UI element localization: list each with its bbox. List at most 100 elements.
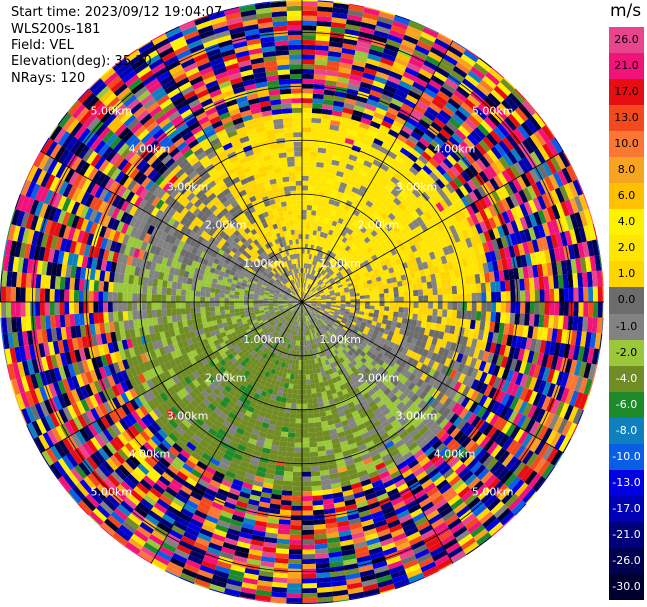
velocity-gate: [572, 243, 581, 259]
velocity-gate: [313, 255, 317, 261]
velocity-gate: [294, 442, 302, 448]
velocity-gate: [302, 39, 316, 46]
velocity-gate: [431, 280, 438, 289]
velocity-gate: [377, 237, 385, 245]
velocity-gate: [459, 451, 472, 464]
velocity-gate: [348, 78, 362, 87]
velocity-gate: [366, 240, 374, 248]
velocity-gate: [309, 441, 318, 448]
velocity-gate: [413, 466, 425, 478]
velocity-gate: [487, 331, 494, 343]
velocity-gate: [546, 447, 559, 464]
velocity-gate: [302, 214, 307, 220]
velocity-gate: [322, 314, 328, 318]
velocity-gate: [400, 75, 415, 86]
velocity-gate: [472, 403, 483, 416]
velocity-gate: [277, 411, 285, 418]
velocity-gate: [309, 151, 318, 158]
velocity-gate: [94, 434, 106, 448]
velocity-gate: [376, 574, 392, 584]
velocity-gate: [142, 475, 156, 487]
velocity-gate: [302, 54, 315, 60]
velocity-gate: [253, 525, 267, 533]
velocity-gate: [369, 260, 376, 267]
velocity-gate: [315, 255, 320, 262]
velocity-gate: [281, 490, 293, 496]
velocity-gate: [369, 120, 381, 130]
velocity-gate: [314, 176, 322, 183]
velocity-gate: [537, 127, 551, 144]
velocity-gate: [393, 306, 399, 313]
velocity-gate: [417, 263, 424, 271]
velocity-gate: [451, 309, 458, 319]
velocity-gate: [266, 324, 272, 330]
velocity-gate: [503, 116, 518, 131]
velocity-gate: [424, 188, 435, 199]
velocity-gate: [302, 127, 312, 133]
velocity-gate: [396, 373, 405, 382]
velocity-gate: [528, 213, 538, 228]
velocity-gate: [271, 329, 277, 335]
velocity-gate: [316, 326, 321, 332]
velocity-gate: [322, 493, 334, 500]
velocity-gate: [433, 70, 448, 83]
velocity-gate: [255, 515, 268, 523]
velocity-gate: [325, 75, 338, 82]
velocity-gate: [466, 302, 472, 311]
velocity-gate: [490, 444, 503, 458]
velocity-gate: [330, 189, 338, 196]
velocity-gate: [182, 405, 193, 416]
velocity-gate: [324, 212, 331, 219]
velocity-gate: [306, 283, 309, 289]
velocity-gate: [313, 343, 317, 349]
velocity-gate: [130, 470, 143, 483]
velocity-gate: [303, 277, 305, 283]
velocity-gate: [272, 364, 278, 370]
velocity-gate: [305, 364, 310, 370]
velocity-gate: [477, 185, 487, 198]
velocity-gate: [244, 376, 252, 384]
velocity-gate: [143, 441, 155, 454]
velocity-gate: [180, 387, 189, 397]
velocity-gate: [322, 243, 328, 249]
velocity-gate: [532, 364, 542, 379]
velocity-gate: [449, 441, 461, 454]
velocity-gate: [430, 139, 442, 151]
velocity-gate: [308, 359, 312, 365]
velocity-gate: [433, 330, 440, 339]
velocity-gate: [412, 81, 426, 92]
velocity-gate: [501, 453, 515, 467]
velocity-gate: [245, 336, 251, 342]
velocity-gate: [545, 354, 554, 369]
velocity-gate: [539, 302, 545, 315]
velocity-gate: [318, 460, 328, 467]
velocity-gate: [303, 316, 306, 322]
velocity-gate: [394, 296, 400, 302]
velocity-gate: [415, 387, 424, 397]
velocity-gate: [267, 350, 273, 357]
velocity-gate: [302, 486, 312, 492]
velocity-gate: [578, 302, 584, 317]
velocity-gate: [356, 330, 363, 336]
velocity-gate: [353, 247, 360, 254]
velocity-gate: [310, 137, 320, 143]
velocity-gate: [212, 453, 223, 463]
velocity-gate: [296, 345, 300, 351]
velocity-gate: [322, 232, 329, 239]
velocity-gate: [160, 401, 170, 412]
velocity-gate: [591, 271, 598, 287]
velocity-gate: [485, 518, 501, 533]
velocity-gate: [338, 395, 346, 402]
velocity-gate: [298, 321, 300, 327]
velocity-gate: [315, 45, 329, 51]
velocity-gate: [360, 357, 367, 364]
velocity-gate: [335, 232, 341, 239]
velocity-gate: [506, 150, 518, 165]
velocity-gate: [310, 219, 315, 226]
velocity-gate: [558, 246, 566, 261]
velocity-gate: [578, 393, 589, 410]
velocity-gate: [409, 271, 416, 279]
velocity-gate: [226, 578, 243, 587]
velocity-gate: [325, 307, 331, 310]
velocity-gate: [456, 144, 468, 156]
